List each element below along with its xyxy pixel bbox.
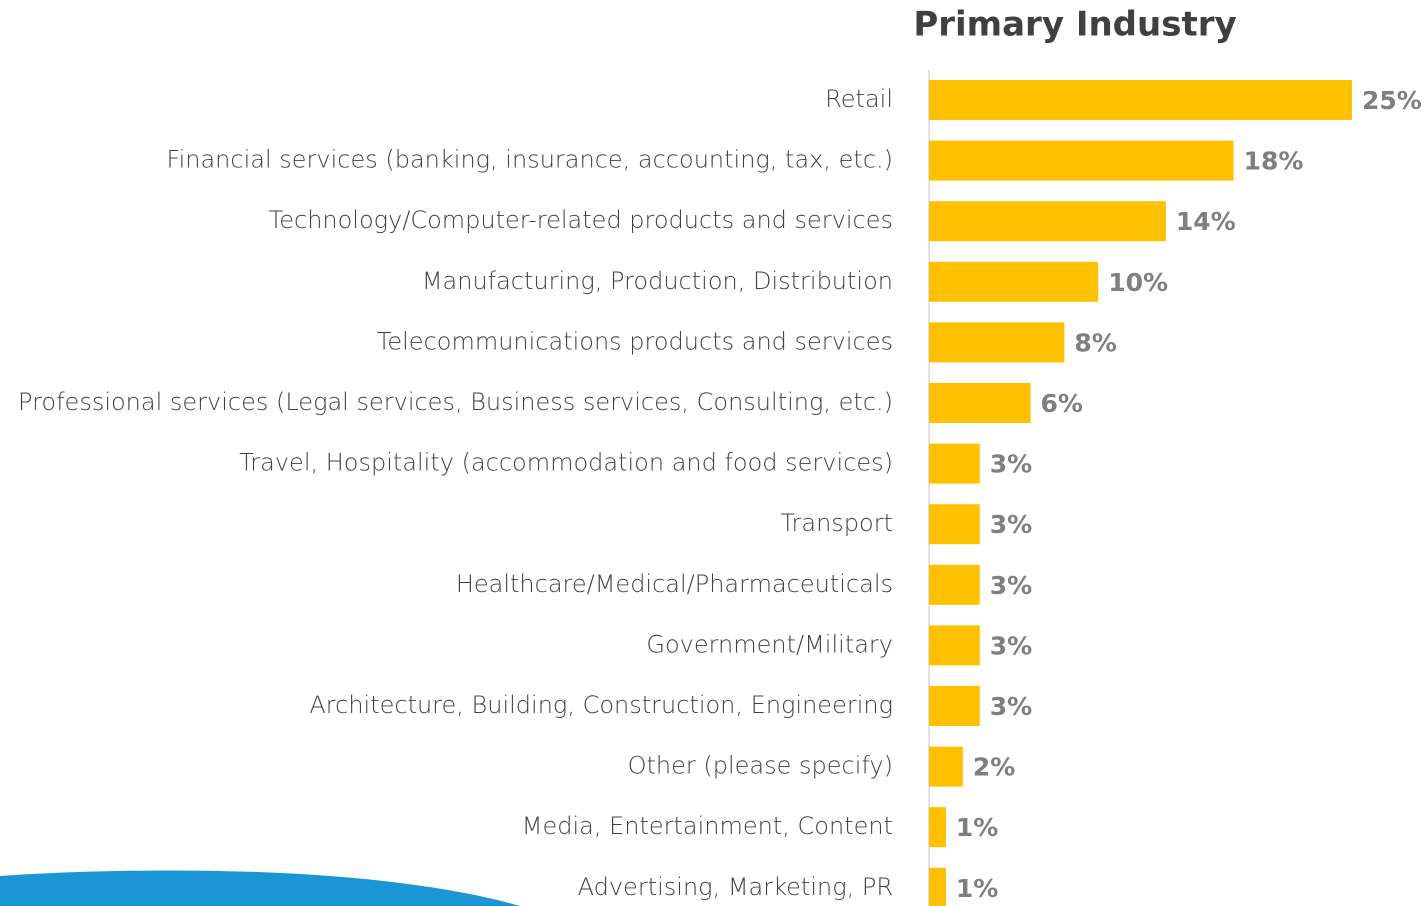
bar: [929, 140, 1234, 181]
value-label: 3%: [990, 692, 1032, 721]
decorative-wave: [0, 870, 520, 906]
bar: [929, 625, 980, 666]
category-label: Telecommunications products and services: [377, 327, 893, 355]
value-label: 8%: [1074, 328, 1116, 357]
value-label: 3%: [990, 450, 1032, 479]
bar: [929, 686, 980, 726]
bar: [929, 383, 1031, 423]
value-label: 6%: [1041, 389, 1083, 418]
category-label: Financial services (banking, insurance, …: [167, 146, 893, 174]
value-label: 1%: [956, 813, 998, 842]
category-label: Retail: [825, 85, 893, 113]
category-label: Healthcare/Medical/Pharmaceuticals: [456, 570, 893, 598]
category-label: Government/Military: [646, 630, 893, 658]
bar: [929, 261, 1099, 302]
bar: [929, 322, 1065, 363]
bar: [929, 504, 980, 545]
chart-title: Primary Industry: [913, 5, 1236, 45]
category-label: Professional services (Legal services, B…: [18, 388, 893, 416]
value-label: 10%: [1108, 268, 1168, 297]
value-label: 2%: [973, 753, 1015, 782]
bar: [929, 564, 980, 605]
bar: [929, 746, 963, 787]
category-label: Architecture, Building, Construction, En…: [309, 691, 893, 719]
value-label: 14%: [1176, 207, 1236, 236]
category-label: Other (please specify): [628, 752, 893, 780]
category-label: Transport: [780, 509, 893, 537]
category-label: Manufacturing, Production, Distribution: [422, 267, 893, 295]
value-label: 3%: [990, 510, 1032, 539]
value-label: 3%: [990, 631, 1032, 660]
bar: [929, 807, 946, 848]
value-label: 1%: [956, 874, 998, 903]
category-label: Travel, Hospitality (accommodation and f…: [239, 449, 893, 477]
bar: [929, 443, 980, 484]
bar: [929, 201, 1166, 242]
value-label: 3%: [990, 571, 1032, 600]
bar: [929, 80, 1352, 120]
category-label: Media, Entertainment, Content: [522, 812, 893, 840]
bar: [929, 867, 946, 906]
category-label: Advertising, Marketing, PR: [578, 873, 893, 901]
value-label: 18%: [1244, 147, 1304, 176]
value-label: 25%: [1362, 86, 1422, 115]
category-label: Technology/Computer-related products and…: [269, 206, 893, 234]
